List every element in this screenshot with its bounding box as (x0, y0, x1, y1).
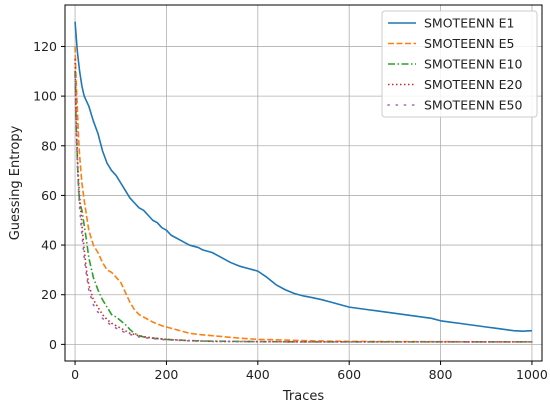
axis-ticks: 0 200 400 600 800 1000 0 20 40 60 80 100 120 (33, 39, 548, 382)
y-tick-label: 0 (49, 337, 57, 352)
y-tick-label: 40 (41, 238, 57, 253)
series-lines (74, 21, 533, 343)
y-tick-label: 60 (41, 188, 57, 203)
x-tick-label: 200 (155, 367, 179, 382)
x-axis-label: Traces (282, 389, 324, 404)
series-line-2 (74, 46, 532, 343)
legend-label: SMOTEENN E10 (424, 57, 523, 72)
x-tick-label: 600 (337, 367, 361, 382)
y-axis-label: Guessing Entropy (8, 125, 23, 240)
series-line-5 (74, 75, 533, 343)
series-line-1 (74, 21, 532, 333)
x-tick-label: 400 (246, 367, 270, 382)
legend-label: SMOTEENN E50 (424, 98, 523, 113)
plot-area-frame (64, 4, 543, 362)
y-tick-label: 120 (33, 39, 57, 54)
legend-box (381, 10, 538, 118)
legend: SMOTEENN E1 SMOTEENN E5 SMOTEENN E10 SMOTEE… (381, 10, 538, 118)
y-tick-label: 100 (33, 89, 57, 104)
legend-label: SMOTEENN E20 (424, 77, 523, 92)
x-tick-label: 0 (71, 367, 79, 382)
x-tick-label: 1000 (516, 367, 548, 382)
legend-label: SMOTEENN E1 (424, 16, 515, 31)
y-tick-label: 20 (41, 287, 57, 302)
x-tick-label: 800 (429, 367, 453, 382)
y-tick-label: 80 (41, 138, 57, 153)
legend-label: SMOTEENN E5 (424, 36, 515, 51)
series-line-4 (74, 58, 532, 343)
